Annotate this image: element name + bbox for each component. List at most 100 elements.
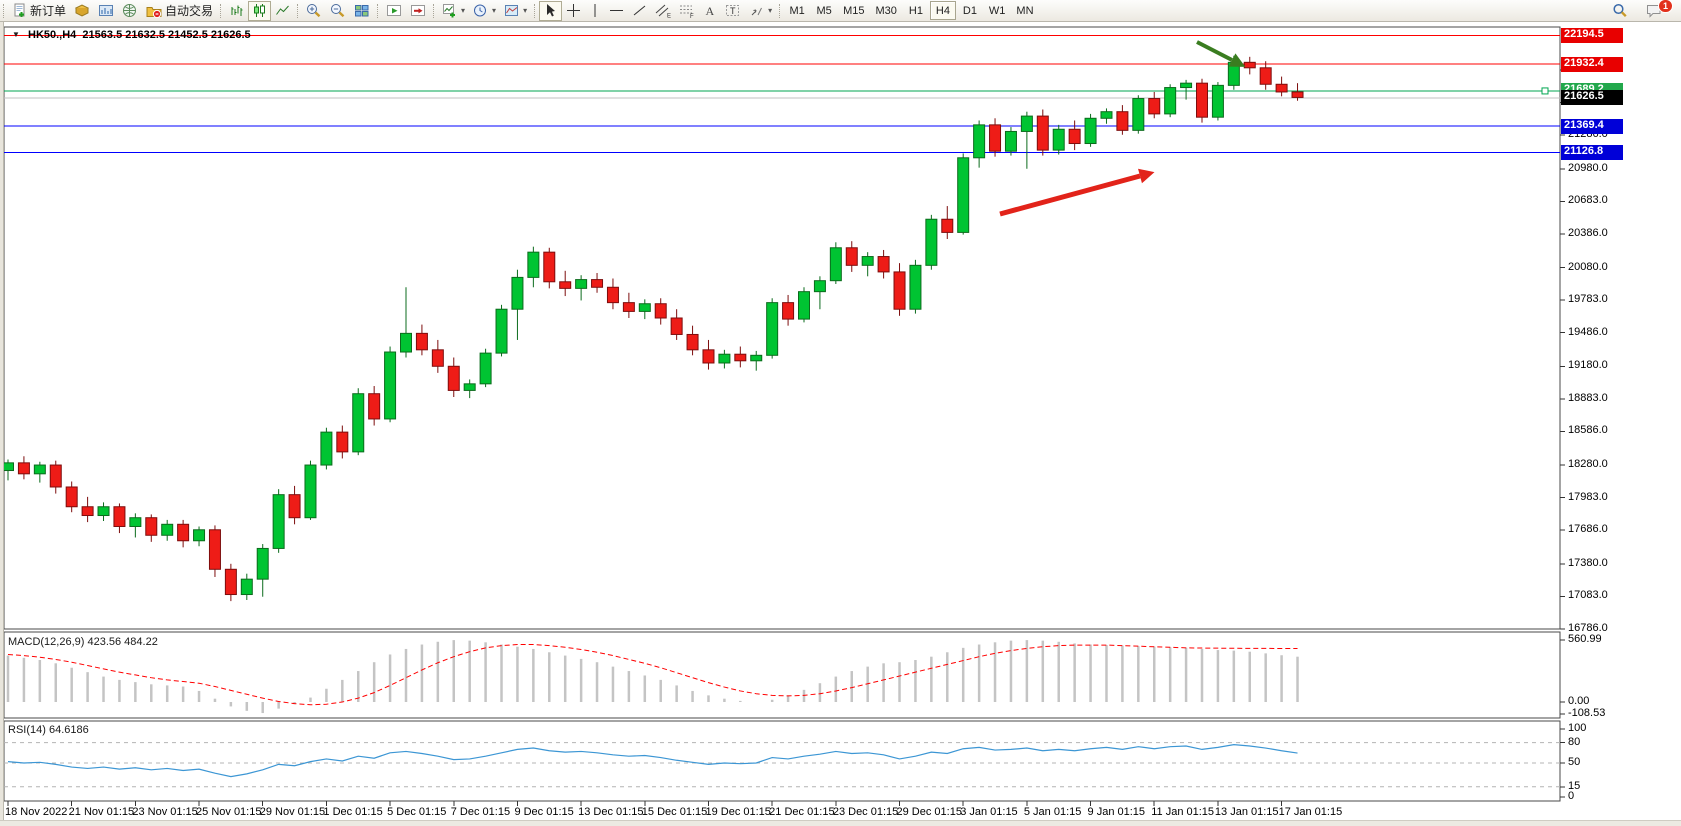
candle-down <box>49 464 62 488</box>
candle-down <box>65 486 78 508</box>
macd-signal-line <box>7 644 1298 706</box>
candle-down <box>734 353 747 362</box>
new-chart-button[interactable]: ▾ <box>438 1 469 21</box>
candle-down <box>81 506 94 517</box>
timeframe-m15[interactable]: M15 <box>838 1 869 20</box>
auto-scroll-button[interactable] <box>382 1 406 21</box>
text-label-button[interactable]: T <box>721 1 745 21</box>
equidistant-channel-button[interactable]: E <box>651 1 675 21</box>
timeframe-d1[interactable]: D1 <box>957 1 983 20</box>
cursor-icon <box>547 4 556 17</box>
timeframe-mn[interactable]: MN <box>1011 1 1038 20</box>
notifications-button[interactable]: 1 <box>1642 0 1673 21</box>
timeframe-m1[interactable]: M1 <box>784 1 810 20</box>
candle-up <box>129 517 142 527</box>
candle-down <box>877 256 890 273</box>
candle-up <box>240 578 253 596</box>
arrow-tools-caret-icon: ▾ <box>768 6 773 15</box>
candle-down <box>686 333 699 351</box>
candle-down <box>989 124 1002 152</box>
auto-trading-button[interactable]: 自动交易 <box>142 1 217 21</box>
templates-button[interactable]: ▾ <box>500 1 531 21</box>
horizontal-line-button[interactable] <box>605 1 628 21</box>
candle-up <box>4 462 14 472</box>
vertical-line-icon <box>594 4 596 17</box>
candle-up <box>193 529 206 542</box>
cursor-button[interactable] <box>539 0 563 21</box>
candle-up <box>973 124 986 159</box>
candle-up <box>1211 84 1224 118</box>
tile-windows-button[interactable] <box>350 1 374 21</box>
candlestick-chart-icon <box>254 4 266 17</box>
notification-count-badge: 1 <box>1657 0 1673 13</box>
text-label-icon: T <box>726 5 740 16</box>
trend-arrow-green[interactable] <box>1196 40 1233 62</box>
candle-down <box>893 271 906 310</box>
candle-up <box>575 279 588 289</box>
search-button[interactable] <box>1608 1 1632 21</box>
trendline-button[interactable] <box>628 1 651 21</box>
text-button[interactable]: A <box>699 1 721 21</box>
macd-layer <box>6 640 1299 714</box>
zoom-out-button[interactable] <box>326 1 350 21</box>
auto-trading-label: 自动交易 <box>165 4 214 18</box>
candle-down <box>543 251 556 283</box>
trend-arrow-red[interactable] <box>999 173 1141 217</box>
bar-chart-button[interactable] <box>225 1 248 21</box>
periods-caret-icon: ▾ <box>492 6 497 15</box>
candle-up <box>798 291 810 320</box>
arrow-tools-button[interactable]: ▾ <box>745 1 776 21</box>
tools-group: E F A T ▾ <box>531 0 776 22</box>
timeframe-m5[interactable]: M5 <box>811 1 837 20</box>
periods-button[interactable]: ▾ <box>469 1 500 21</box>
chart-collapse-arrow[interactable]: ▼ <box>12 30 20 39</box>
zoom-group <box>294 0 374 22</box>
trend-arrow-head-red[interactable] <box>1138 168 1155 184</box>
line-chart-button[interactable] <box>271 1 294 21</box>
timeframe-buttons: M1 M5 M15 M30 H1 H4 D1 W1 MN <box>784 1 1038 20</box>
candle-down <box>177 523 190 542</box>
crosshair-button[interactable] <box>562 1 585 21</box>
candle-up <box>256 547 269 580</box>
candle-down <box>113 506 126 527</box>
svg-text:A: A <box>706 4 715 18</box>
top-toolbar: 新订单 自动交易 <box>0 0 1681 22</box>
symbols-button[interactable] <box>70 1 94 21</box>
trend-arrow-head-green[interactable] <box>1228 53 1246 67</box>
rsi-label: RSI(14) 64.6186 <box>8 724 89 736</box>
candle-up <box>352 393 365 453</box>
chart-shift-button[interactable] <box>406 1 430 21</box>
timeframe-h1[interactable]: H1 <box>903 1 929 20</box>
symbols-icon <box>74 4 90 17</box>
candle-up <box>384 351 397 420</box>
timeframe-m30[interactable]: M30 <box>871 1 902 20</box>
fibonacci-button[interactable]: F <box>675 1 699 21</box>
candle-up <box>400 332 412 353</box>
candle-down <box>431 349 444 367</box>
candle-down <box>336 431 349 453</box>
candle-up <box>304 464 317 519</box>
candle-up <box>909 264 922 310</box>
candle-down <box>591 279 604 288</box>
candle-down <box>654 303 667 319</box>
candle-up <box>511 276 524 310</box>
candle-up <box>718 353 731 364</box>
market-watch-button[interactable] <box>94 1 118 21</box>
timeframe-w1[interactable]: W1 <box>984 1 1011 20</box>
vertical-line-button[interactable] <box>585 1 605 21</box>
window-bottom-edge <box>0 820 1681 826</box>
candle-up <box>750 354 763 362</box>
timeframe-h4[interactable]: H4 <box>929 1 956 20</box>
candle-up <box>766 302 779 356</box>
zoom-out-icon <box>331 4 345 18</box>
zoom-in-button[interactable] <box>302 1 326 21</box>
level-handle[interactable] <box>1541 87 1549 95</box>
window-left-edge <box>0 22 4 826</box>
new-order-button[interactable]: 新订单 <box>8 1 70 21</box>
news-button[interactable] <box>118 1 142 21</box>
candle-down <box>702 349 715 364</box>
candle-up <box>97 506 110 517</box>
candlestick-chart-button[interactable] <box>248 0 272 21</box>
candle-up <box>272 494 285 549</box>
auto-scroll-icon <box>387 5 402 16</box>
